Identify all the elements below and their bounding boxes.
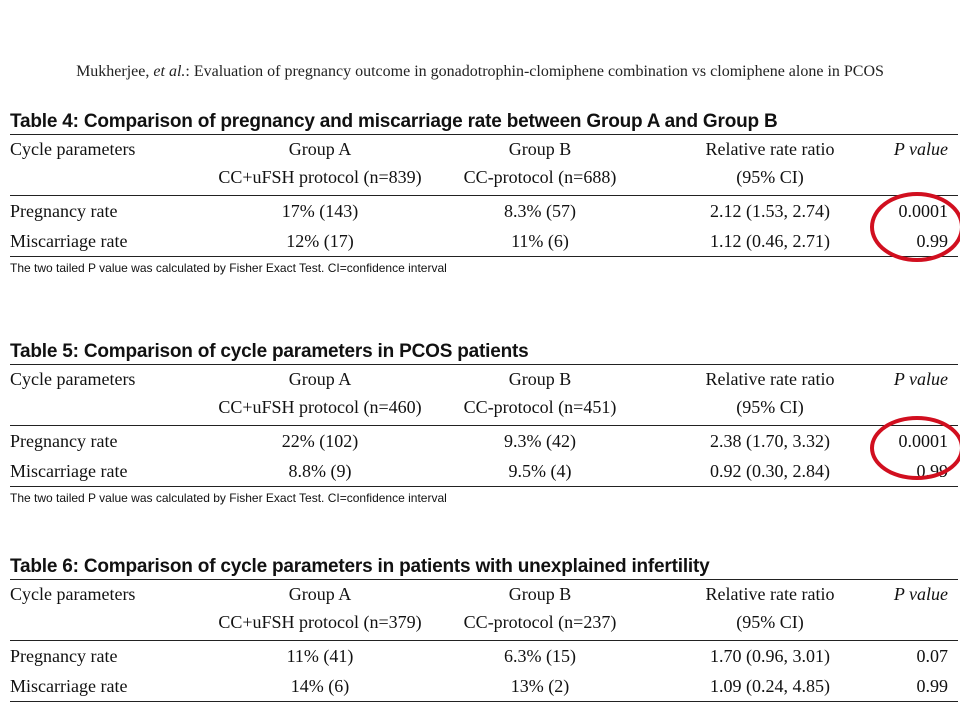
- cell-rate-ratio: 1.70 (0.96, 3.01): [710, 646, 830, 666]
- table-6: Table 6: Comparison of cycle parameters …: [10, 555, 958, 702]
- row-label: Pregnancy rate: [10, 431, 118, 451]
- cell-rate-ratio: 1.09 (0.24, 4.85): [710, 676, 830, 696]
- row-label: Miscarriage rate: [10, 231, 128, 251]
- cell-p-value: 0.99: [916, 676, 949, 696]
- header-group-b: Group B: [508, 584, 572, 604]
- header-group-a-protocol: CC+uFSH protocol (n=839): [218, 167, 422, 187]
- header-group-a-protocol: CC+uFSH protocol (n=460): [218, 397, 422, 417]
- table-row: Miscarriage rate 12% (17) 11% (6) 1.12 (…: [10, 226, 958, 256]
- cell-rate-ratio: 1.12 (0.46, 2.71): [710, 231, 830, 251]
- table-note: The two tailed P value was calculated by…: [10, 491, 447, 505]
- header-group-b-protocol: CC-protocol (n=237): [463, 612, 617, 632]
- table-row: Pregnancy rate 11% (41) 6.3% (15) 1.70 (…: [10, 641, 958, 671]
- table-title: Table 4: Comparison of pregnancy and mis…: [10, 111, 778, 132]
- table-row: Miscarriage rate 8.8% (9) 9.5% (4) 0.92 …: [10, 456, 958, 486]
- cell-rate-ratio: 2.12 (1.53, 2.74): [710, 201, 830, 221]
- header-group-b: Group B: [508, 369, 572, 389]
- table-bottom-rule: [10, 486, 958, 487]
- table-top-rule: [10, 579, 958, 580]
- table-header-rule: [10, 195, 958, 196]
- header-group-b-protocol: CC-protocol (n=451): [463, 397, 617, 417]
- cell-rate-ratio: 2.38 (1.70, 3.32): [710, 431, 830, 451]
- header-ci: (95% CI): [736, 167, 804, 187]
- header-cycle-parameters: Cycle parameters: [10, 584, 136, 604]
- header-group-b: Group B: [508, 139, 572, 159]
- running-header: Mukherjee, et al.: Evaluation of pregnan…: [76, 63, 884, 80]
- row-label: Miscarriage rate: [10, 461, 128, 481]
- cell-group-b: 11% (6): [511, 231, 569, 251]
- table-top-rule: [10, 364, 958, 365]
- header-rate-ratio: Relative rate ratio: [705, 139, 835, 159]
- table-header: Cycle parameters Group A CC+uFSH protoco…: [10, 365, 958, 425]
- header-cycle-parameters: Cycle parameters: [10, 139, 136, 159]
- cell-group-a: 12% (17): [286, 231, 354, 251]
- cell-group-b: 13% (2): [510, 676, 570, 696]
- row-label: Miscarriage rate: [10, 676, 128, 696]
- row-label: Pregnancy rate: [10, 201, 118, 221]
- table-row: Pregnancy rate 22% (102) 9.3% (42) 2.38 …: [10, 426, 958, 456]
- cell-group-b: 9.3% (42): [504, 431, 576, 451]
- table-title: Table 5: Comparison of cycle parameters …: [10, 341, 529, 362]
- table-bottom-rule: [10, 256, 958, 257]
- cell-group-a: 22% (102): [281, 431, 359, 451]
- table-header-rule: [10, 425, 958, 426]
- header-cycle-parameters: Cycle parameters: [10, 369, 136, 389]
- cell-group-b: 8.3% (57): [504, 201, 576, 221]
- table-header: Cycle parameters Group A CC+uFSH protoco…: [10, 580, 958, 640]
- cell-rate-ratio: 0.92 (0.30, 2.84): [710, 461, 830, 481]
- header-group-a-protocol: CC+uFSH protocol (n=379): [218, 612, 422, 632]
- table-row: Miscarriage rate 14% (6) 13% (2) 1.09 (0…: [10, 671, 958, 701]
- table-row: Pregnancy rate 17% (143) 8.3% (57) 2.12 …: [10, 196, 958, 226]
- table-bottom-rule: [10, 701, 958, 702]
- header-ci: (95% CI): [736, 612, 804, 632]
- cell-p-value: 0.99: [916, 231, 949, 251]
- header-p-value: P value: [893, 369, 948, 389]
- table-header-rule: [10, 640, 958, 641]
- cell-group-a: 17% (143): [281, 201, 359, 221]
- cell-group-a: 8.8% (9): [288, 461, 352, 481]
- header-ci: (95% CI): [736, 397, 804, 417]
- cell-group-b: 9.5% (4): [508, 461, 572, 481]
- cell-group-b: 6.3% (15): [504, 646, 576, 666]
- header-group-a: Group A: [288, 369, 352, 389]
- cell-p-value: 0.07: [916, 646, 949, 666]
- cell-p-value: 0.99: [916, 461, 949, 481]
- table-5: Table 5: Comparison of cycle parameters …: [10, 340, 958, 505]
- row-label: Pregnancy rate: [10, 646, 118, 666]
- table-4: Table 4: Comparison of pregnancy and mis…: [10, 110, 958, 275]
- header-rate-ratio: Relative rate ratio: [705, 369, 835, 389]
- header-p-value: P value: [893, 139, 948, 159]
- header-group-a: Group A: [288, 139, 352, 159]
- table-top-rule: [10, 134, 958, 135]
- header-group-a: Group A: [288, 584, 352, 604]
- header-group-b-protocol: CC-protocol (n=688): [463, 167, 617, 187]
- header-p-value: P value: [893, 584, 948, 604]
- cell-group-a: 11% (41): [286, 646, 354, 666]
- table-header: Cycle parameters Group A CC+uFSH protoco…: [10, 135, 958, 195]
- cell-p-value: 0.0001: [898, 431, 949, 451]
- table-note: The two tailed P value was calculated by…: [10, 261, 447, 275]
- header-rate-ratio: Relative rate ratio: [705, 584, 835, 604]
- table-title: Table 6: Comparison of cycle parameters …: [10, 556, 710, 577]
- cell-group-a: 14% (6): [290, 676, 350, 696]
- cell-p-value: 0.0001: [898, 201, 949, 221]
